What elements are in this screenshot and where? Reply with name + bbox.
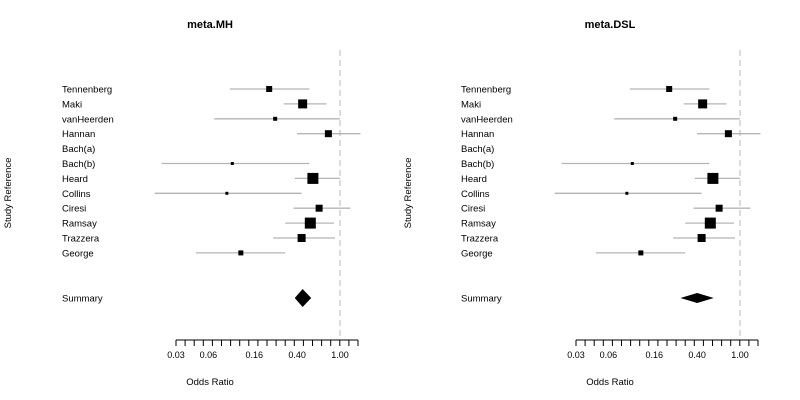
study-label: Collins xyxy=(62,189,91,200)
study-point-marker xyxy=(307,172,319,184)
summary-label: Summary xyxy=(461,294,502,305)
study-point-marker xyxy=(673,116,678,121)
meta-mh-panel: meta.MH Study Reference Odds Ratio Tenne… xyxy=(3,19,361,388)
study-marks xyxy=(554,86,761,303)
study-labels: Tennenberg Maki vanHeerden Hannan Bach(a) Bac… xyxy=(461,85,513,305)
x-tick-label: 0.06 xyxy=(200,350,218,360)
x-tick-label: 0.40 xyxy=(288,350,306,360)
study-label: Ciresi xyxy=(461,204,485,215)
study-label: Heard xyxy=(461,174,487,185)
study-point-marker xyxy=(715,204,723,212)
study-point-marker xyxy=(266,86,273,92)
study-point-marker xyxy=(724,130,732,138)
study-label: Maki xyxy=(62,99,82,110)
x-axis: 0.03 0.06 0.16 0.40 1.00 xyxy=(167,339,359,360)
study-point-marker xyxy=(638,250,644,256)
study-point-marker xyxy=(704,217,716,229)
study-label: Maki xyxy=(461,99,481,110)
study-label: Tennenberg xyxy=(62,85,112,96)
study-point-marker xyxy=(666,86,673,92)
x-tick-label: 0.40 xyxy=(688,350,706,360)
study-point-marker xyxy=(625,191,629,195)
y-axis-label: Study Reference xyxy=(3,158,14,229)
study-point-marker xyxy=(298,99,308,109)
study-point-marker xyxy=(324,130,332,138)
summary-diamond xyxy=(294,289,312,307)
study-label: Ramsay xyxy=(62,219,97,230)
study-label: Tennenberg xyxy=(461,85,511,96)
x-axis-label: Odds Ratio xyxy=(586,377,634,388)
study-label: vanHeerden xyxy=(62,114,114,125)
study-point-marker xyxy=(630,162,634,165)
study-label: Ciresi xyxy=(62,204,86,215)
study-label: Heard xyxy=(62,174,88,185)
study-label: Hannan xyxy=(62,129,95,140)
x-tick-label: 0.16 xyxy=(646,350,664,360)
study-point-marker xyxy=(697,234,706,242)
study-label: George xyxy=(62,248,94,259)
study-label: Bach(b) xyxy=(461,159,494,170)
x-tick-label: 1.00 xyxy=(731,350,749,360)
study-point-marker xyxy=(273,116,278,121)
study-label: Ramsay xyxy=(461,219,496,230)
study-point-marker xyxy=(315,204,323,212)
study-label: Bach(b) xyxy=(62,159,95,170)
study-point-marker xyxy=(230,162,234,165)
x-tick-label: 1.00 xyxy=(331,350,349,360)
study-point-marker xyxy=(304,217,316,229)
panel-title: meta.MH xyxy=(187,19,233,31)
study-point-marker xyxy=(707,172,719,184)
summary-label: Summary xyxy=(62,294,103,305)
study-marks xyxy=(154,86,361,307)
study-label: Bach(a) xyxy=(62,144,95,155)
x-axis: 0.03 0.06 0.16 0.40 1.00 xyxy=(567,339,759,360)
summary-diamond xyxy=(680,293,714,303)
y-axis-label: Study Reference xyxy=(403,158,414,229)
x-tick-label: 0.16 xyxy=(246,350,264,360)
x-tick-label: 0.03 xyxy=(567,350,585,360)
panel-title: meta.DSL xyxy=(585,19,636,31)
x-tick-label: 0.03 xyxy=(167,350,185,360)
x-tick-label: 0.06 xyxy=(600,350,618,360)
study-point-marker xyxy=(698,99,708,109)
study-label: Collins xyxy=(461,189,490,200)
study-label: Trazzera xyxy=(461,234,499,245)
study-point-marker xyxy=(297,234,306,242)
study-point-marker xyxy=(238,250,244,256)
study-label: vanHeerden xyxy=(461,114,513,125)
study-label: Bach(a) xyxy=(461,144,494,155)
study-labels: Tennenberg Maki vanHeerden Hannan Bach(a) Bac… xyxy=(62,85,114,305)
study-label: Hannan xyxy=(461,129,494,140)
meta-dsl-panel: meta.DSL Study Reference Odds Ratio Tenn… xyxy=(403,19,761,388)
study-label: Trazzera xyxy=(62,234,100,245)
x-axis-label: Odds Ratio xyxy=(186,377,234,388)
study-label: George xyxy=(461,248,493,259)
study-point-marker xyxy=(225,191,229,195)
